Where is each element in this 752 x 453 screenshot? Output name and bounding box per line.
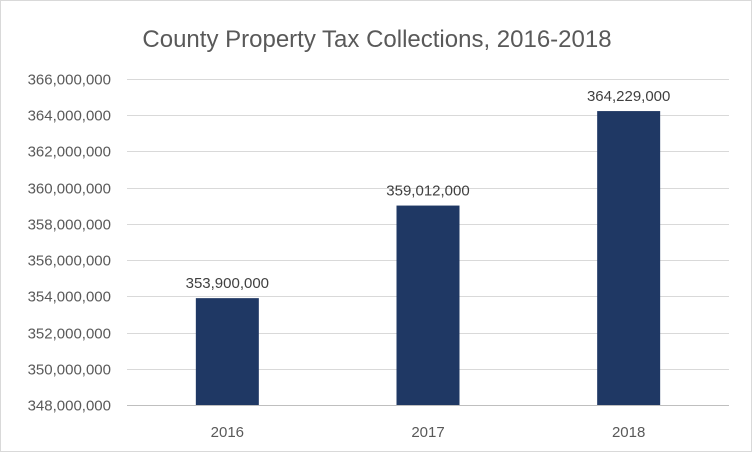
chart-title: County Property Tax Collections, 2016-20… [142, 26, 611, 53]
bars [195, 111, 661, 406]
bar-2017 [396, 205, 460, 405]
y-tick-label: 362,000,000 [28, 144, 111, 161]
y-tick-label: 350,000,000 [28, 362, 111, 379]
bar-2018 [597, 111, 661, 406]
y-tick-label: 354,000,000 [28, 289, 111, 306]
y-tick-label: 358,000,000 [28, 217, 111, 234]
data-label: 364,229,000 [587, 88, 670, 105]
x-tick-label: 2018 [612, 424, 645, 441]
data-label: 353,900,000 [186, 275, 269, 292]
y-tick-label: 348,000,000 [28, 398, 111, 415]
y-tick-label: 356,000,000 [28, 253, 111, 270]
y-axis-ticks: 348,000,000 350,000,000 352,000,000 354,000… [28, 72, 111, 415]
data-labels: 353,900,000 359,012,000 364,229,000 [186, 88, 671, 292]
x-axis-ticks: 2016 2017 2018 [211, 424, 646, 441]
y-tick-label: 352,000,000 [28, 326, 111, 343]
bar-2016 [195, 298, 259, 405]
y-tick-label: 360,000,000 [28, 181, 111, 198]
y-tick-label: 366,000,000 [28, 72, 111, 89]
y-tick-label: 364,000,000 [28, 108, 111, 125]
x-tick-label: 2016 [211, 424, 244, 441]
x-tick-label: 2017 [411, 424, 444, 441]
data-label: 359,012,000 [386, 183, 469, 200]
